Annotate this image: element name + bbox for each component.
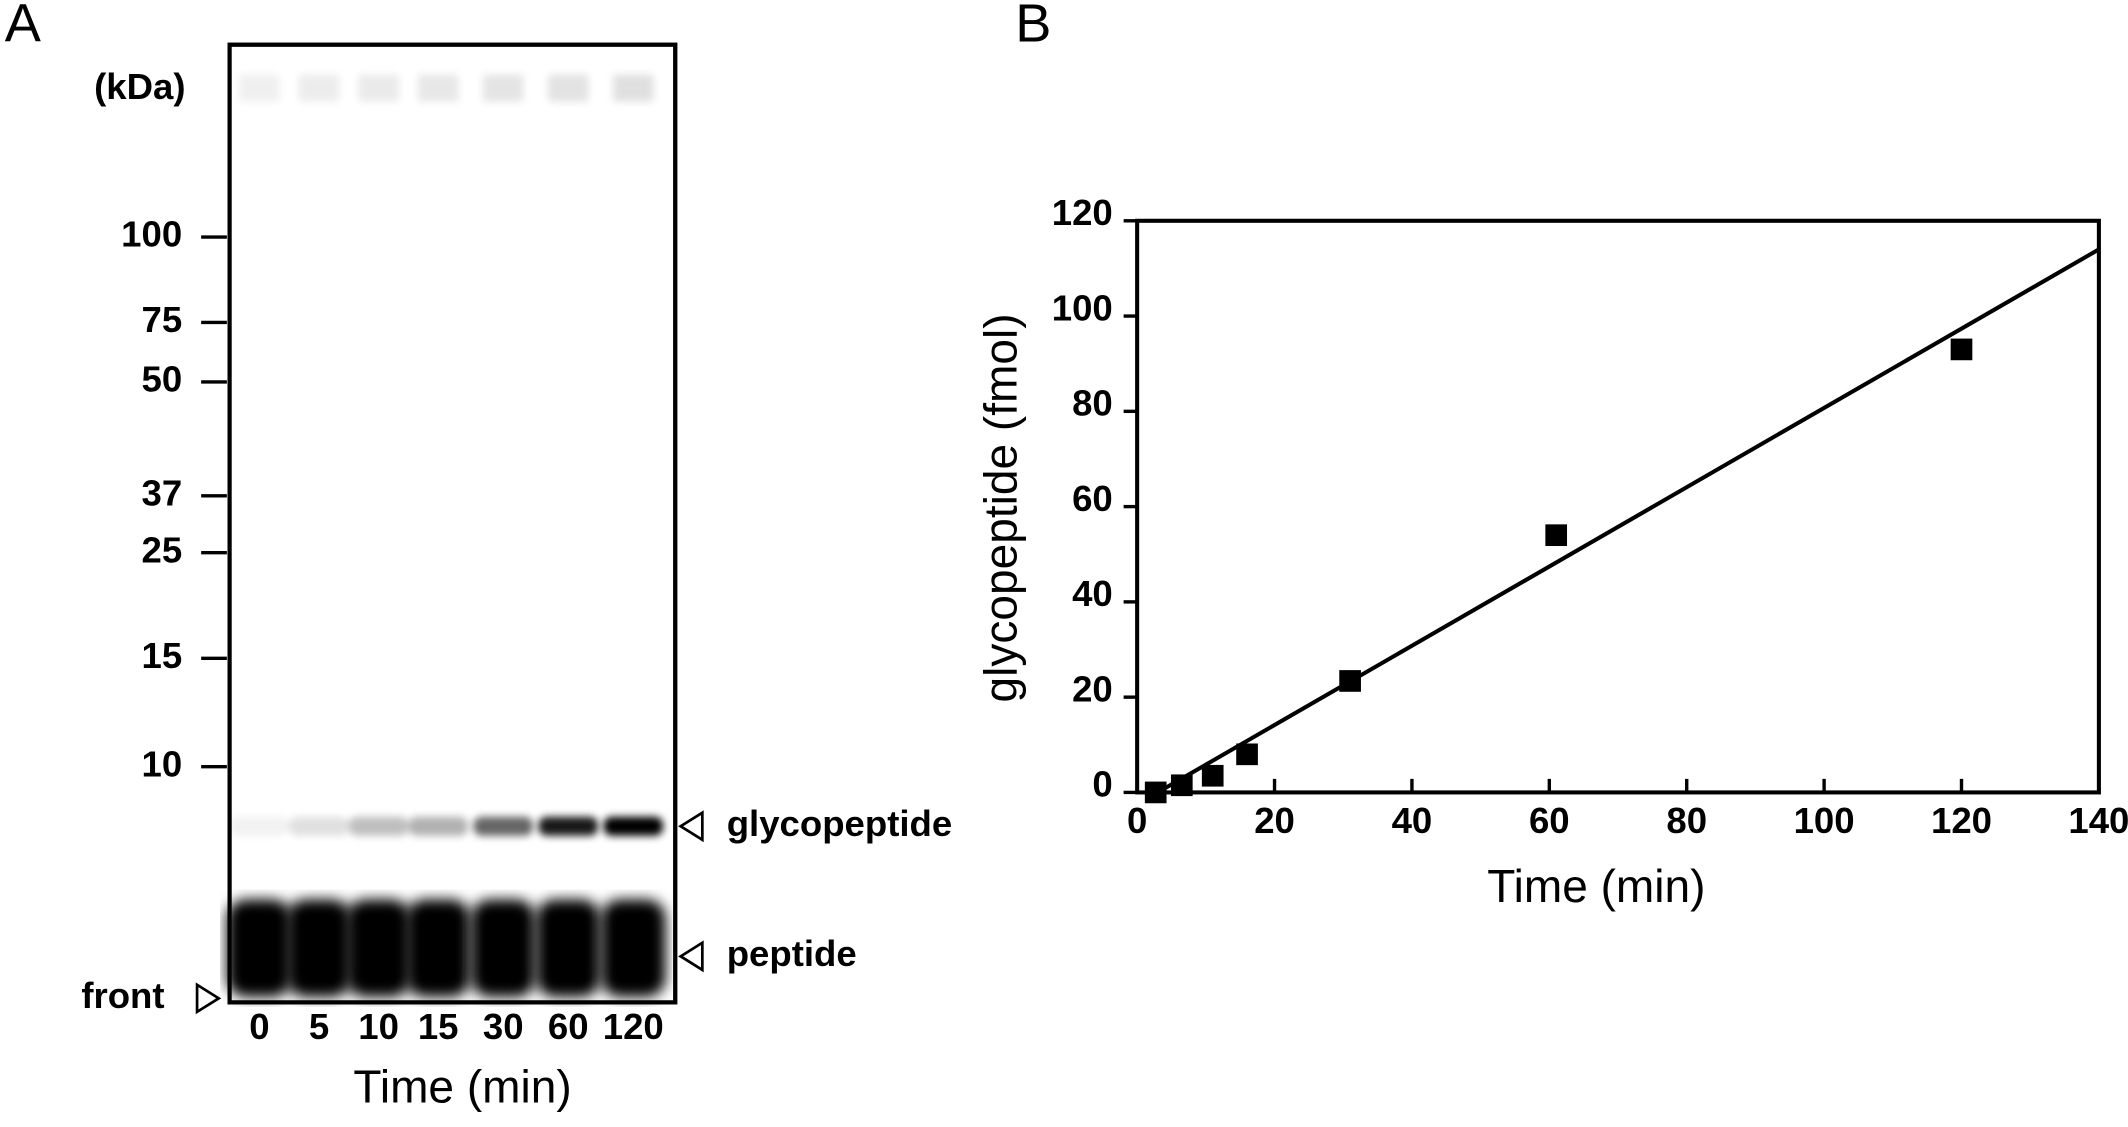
peptide-band (405, 899, 471, 997)
peptide-band (286, 899, 352, 997)
lane-label: 15 (418, 1006, 459, 1047)
y-tick-label: 40 (1072, 573, 1113, 614)
x-tick-label: 40 (1392, 800, 1433, 841)
glycopeptide-band (348, 816, 409, 836)
point (1545, 524, 1568, 547)
well (612, 74, 654, 102)
panel-label: A (5, 0, 42, 53)
glycopeptide-band (408, 816, 468, 836)
marker-label: 100 (121, 214, 182, 255)
gel-frame (227, 42, 678, 1005)
glycopeptide-band (473, 816, 534, 836)
y-tick-label: 80 (1072, 383, 1113, 424)
x-tick-label: 0 (1127, 800, 1147, 841)
peptide-band (600, 899, 666, 997)
point (1144, 781, 1167, 804)
x-tick-label: 100 (1794, 800, 1855, 841)
marker-label: 25 (142, 529, 183, 570)
gel-frame-top (227, 42, 678, 1005)
well (417, 74, 459, 102)
point (1236, 743, 1258, 766)
glycopeptide-band (229, 816, 290, 836)
marker-label: 75 (142, 299, 183, 340)
peptide-band (226, 899, 292, 997)
lane-label: 120 (603, 1006, 664, 1047)
arrowhead (678, 940, 704, 973)
glycopeptide-band (289, 816, 349, 836)
lane-label: 10 (358, 1006, 399, 1047)
peptide-band (470, 899, 536, 997)
lane-label: 60 (548, 1006, 589, 1047)
y-axis-label: glycopeptide (fmol) (975, 313, 1027, 702)
glycopeptide-band (538, 816, 599, 836)
band-label: peptide (727, 933, 857, 974)
well (547, 74, 589, 102)
point (1170, 774, 1193, 797)
well (358, 74, 399, 102)
fit-line (1156, 247, 2100, 795)
front-label: front (81, 975, 164, 1016)
peptide-band (535, 899, 601, 997)
x-axis-label: Time (min) (353, 1061, 571, 1113)
unit-label: (kDa) (94, 66, 185, 107)
glycopeptide-band (603, 816, 664, 836)
y-tick-label: 100 (1052, 287, 1113, 328)
y-tick-label: 120 (1052, 192, 1113, 233)
x-tick-label: 20 (1254, 800, 1295, 841)
point (1201, 764, 1224, 787)
y-tick-label: 60 (1072, 478, 1113, 519)
y-tick-label: 20 (1072, 668, 1113, 709)
lane-label: 0 (249, 1006, 269, 1047)
well (298, 74, 340, 102)
marker-label: 50 (142, 359, 183, 400)
arrowhead (195, 982, 222, 1015)
marker-label: 37 (142, 472, 183, 513)
lane-label: 5 (309, 1006, 329, 1047)
x-tick-label: 80 (1666, 800, 1707, 841)
arrowhead (678, 810, 704, 843)
well (239, 74, 280, 102)
y-tick-label: 0 (1092, 764, 1112, 805)
band-label: glycopeptide (727, 803, 952, 844)
x-tick-label: 60 (1529, 800, 1570, 841)
peptide-band (346, 899, 412, 997)
point (1339, 670, 1361, 692)
panel-label: B (1015, 0, 1051, 53)
x-tick-label: 140 (2068, 800, 2128, 841)
well (482, 74, 524, 102)
marker-label: 10 (142, 743, 183, 784)
point (1950, 338, 1973, 361)
x-axis-label: Time (min) (1487, 860, 1705, 912)
lane-label: 30 (483, 1006, 524, 1047)
x-tick-label: 120 (1931, 800, 1992, 841)
gel (226, 42, 678, 1005)
plot-frame (1135, 218, 2101, 795)
marker-label: 15 (142, 635, 183, 676)
